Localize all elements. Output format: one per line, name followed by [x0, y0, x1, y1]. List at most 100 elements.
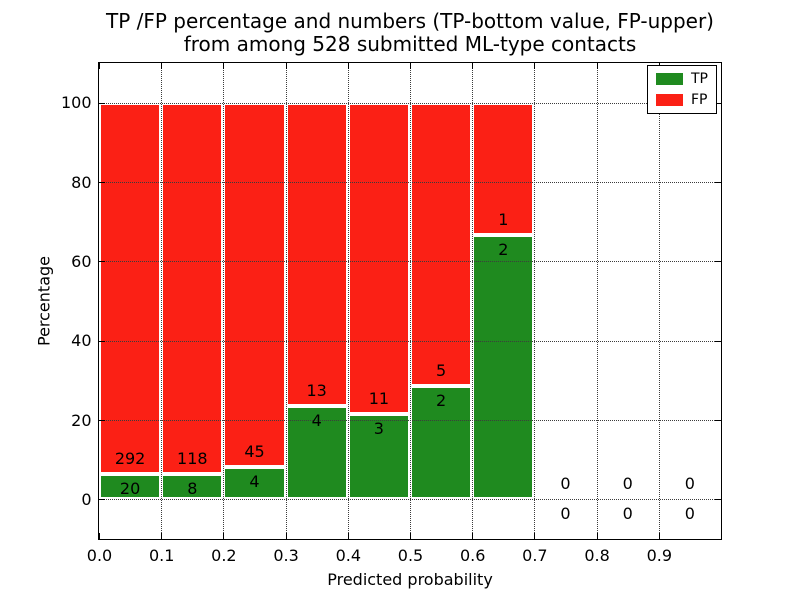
- tp-count-label: 2: [498, 239, 509, 259]
- chart-title-line1: TP /FP percentage and numbers (TP-bottom…: [106, 9, 714, 33]
- tp-count-label: 0: [622, 504, 633, 524]
- gridline-horizontal: [99, 102, 721, 104]
- bar-segment-tp: [347, 414, 410, 500]
- legend-label-fp: FP: [691, 92, 708, 108]
- gridline-horizontal: [99, 182, 721, 183]
- y-tick-label: 100: [60, 93, 92, 113]
- gridline-horizontal: [99, 499, 721, 501]
- x-tick-mark: [161, 533, 163, 539]
- x-tick-label: 0.0: [86, 545, 113, 565]
- fp-count-label: 5: [436, 361, 447, 380]
- gridline-vertical: [534, 63, 536, 539]
- x-tick-mark: [347, 533, 349, 539]
- x-tick-mark-top: [161, 63, 163, 69]
- bar-segment-tp: [223, 466, 286, 500]
- x-tick-mark: [534, 533, 536, 539]
- tp-count-label: 20: [119, 478, 141, 498]
- y-tick-mark-right: [715, 340, 721, 342]
- y-tick-mark: [99, 261, 105, 263]
- x-tick-mark: [285, 533, 287, 539]
- gridline-vertical: [347, 63, 349, 539]
- fp-count-label: 0: [684, 474, 695, 494]
- x-tick-mark: [223, 533, 225, 539]
- x-tick-mark: [658, 533, 660, 539]
- gridline-vertical: [596, 63, 598, 539]
- x-tick-mark-top: [223, 63, 225, 69]
- x-tick-mark-top: [596, 63, 598, 69]
- x-tick-mark-top: [472, 63, 474, 69]
- chart-title-line2: from among 528 submitted ML-type contact…: [183, 32, 637, 56]
- gridline-vertical: [223, 63, 225, 539]
- x-tick-mark: [410, 533, 411, 539]
- x-tick-mark: [472, 533, 474, 539]
- x-axis-label: Predicted probability: [327, 570, 493, 589]
- tp-count-label: 8: [187, 479, 198, 499]
- tp-count-label: 4: [249, 471, 260, 491]
- y-tick-mark-right: [715, 499, 721, 501]
- x-tick-mark: [99, 533, 100, 539]
- bar-segment-fp: [410, 102, 473, 386]
- y-tick-mark: [99, 420, 105, 421]
- y-tick-label: 80: [71, 172, 92, 192]
- legend-label-tp: TP: [691, 71, 708, 87]
- y-tick-mark: [99, 182, 105, 183]
- y-tick-mark-right: [715, 420, 721, 421]
- gridline-vertical: [410, 63, 411, 539]
- bar-segment-fp: [161, 102, 224, 475]
- bar-segment-fp: [99, 102, 162, 474]
- bar-segment-tp: [472, 234, 535, 500]
- bar-segment-fp: [223, 102, 286, 467]
- gridline-vertical: [285, 63, 287, 539]
- tp-count-label: 4: [311, 411, 322, 430]
- y-tick-mark-right: [715, 182, 721, 183]
- fp-count-label: 11: [368, 389, 390, 409]
- y-tick-mark-right: [715, 261, 721, 263]
- fp-count-label: 118: [177, 449, 208, 469]
- bar-segment-fp: [285, 102, 348, 406]
- x-tick-label: 0.5: [397, 545, 424, 565]
- x-tick-mark-top: [410, 63, 411, 69]
- bar-segment-fp: [472, 102, 535, 235]
- bar-segment-tp: [410, 386, 473, 500]
- y-tick-mark: [99, 499, 105, 501]
- fp-count-label: 292: [114, 448, 146, 468]
- fp-swatch-icon: [656, 94, 683, 106]
- x-tick-label: 0.3: [273, 545, 299, 565]
- chart-title: TP /FP percentage and numbers (TP-bottom…: [99, 10, 721, 56]
- bar-segment-tp: [99, 473, 162, 500]
- legend-entry-tp: TP: [656, 72, 708, 86]
- gridline-horizontal: [99, 420, 721, 421]
- y-tick-label: 0: [81, 489, 92, 509]
- fp-count-label: 45: [244, 441, 265, 461]
- tp-count-label: 0: [684, 504, 695, 524]
- gridline-horizontal: [99, 340, 721, 342]
- y-tick-mark: [99, 340, 105, 342]
- fp-count-label: 0: [622, 474, 633, 494]
- gridline-vertical: [161, 63, 163, 539]
- fp-count-label: 0: [560, 474, 571, 494]
- y-tick-mark: [99, 102, 105, 104]
- gridline-vertical: [658, 63, 660, 539]
- y-tick-label: 40: [71, 331, 92, 351]
- x-tick-label: 0.4: [335, 545, 362, 565]
- y-tick-label: 60: [71, 251, 92, 271]
- x-tick-label: 0.7: [522, 545, 548, 565]
- x-tick-mark: [596, 533, 598, 539]
- bar-segment-tp: [285, 406, 348, 500]
- x-tick-mark-top: [347, 63, 349, 69]
- fp-count-label: 13: [306, 381, 327, 400]
- tp-swatch-icon: [656, 73, 683, 85]
- x-tick-label: 0.1: [148, 545, 175, 565]
- gridline-vertical: [472, 63, 474, 539]
- x-tick-label: 0.2: [211, 545, 237, 565]
- plot-area: TP FP 292 20 118 8 45 4 13 4 11 3 5 2 1 2 0 0 0 0 0 0: [98, 62, 722, 540]
- x-tick-mark-top: [285, 63, 287, 69]
- x-tick-label: 0.8: [584, 545, 610, 565]
- x-tick-mark-top: [99, 63, 100, 69]
- gridline-horizontal: [99, 261, 721, 263]
- legend: TP FP: [647, 65, 717, 114]
- tp-count-label: 2: [436, 391, 447, 410]
- tp-count-label: 0: [560, 504, 571, 524]
- legend-entry-fp: FP: [656, 93, 708, 107]
